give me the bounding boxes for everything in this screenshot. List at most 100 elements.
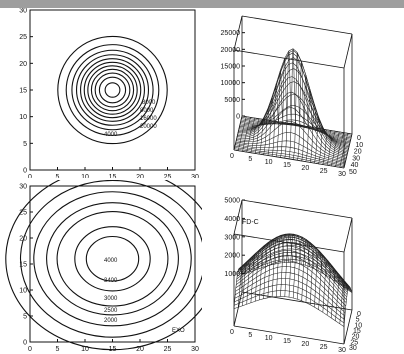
box-edge xyxy=(241,15,353,35)
mesh-line xyxy=(305,242,315,303)
z-tick-labels: 0 5000 10000 15000 20000 25000 xyxy=(221,30,245,121)
mesh-line xyxy=(237,264,247,308)
mesh-line xyxy=(314,250,323,308)
x-tick-label: 20 xyxy=(301,165,309,172)
contour-line xyxy=(46,202,179,316)
contour-line xyxy=(5,180,202,351)
z-tick-label: 25000 xyxy=(221,30,241,37)
mesh-line xyxy=(242,260,251,306)
x-tick-label: 5 xyxy=(56,174,60,178)
mesh-line xyxy=(318,255,327,310)
y-tick-label: 0 xyxy=(357,135,361,142)
mesh-line xyxy=(292,234,302,299)
x-tick-label: 20 xyxy=(301,341,309,348)
mesh-line xyxy=(335,132,344,167)
box-edge xyxy=(233,325,345,345)
mesh-line xyxy=(339,281,349,324)
y-tick-label: 25 xyxy=(19,210,27,217)
x-tick-label: 0 xyxy=(28,174,32,178)
x-tick-label: 15 xyxy=(283,162,291,169)
box-edge xyxy=(241,199,353,219)
x-tick-label: 25 xyxy=(320,168,328,175)
surface-mesh xyxy=(233,48,353,169)
y-tick-label: 25 xyxy=(19,34,27,41)
contour-lines xyxy=(5,180,202,351)
y-tick-label: 10 xyxy=(19,114,27,121)
mesh-line xyxy=(237,116,247,151)
x-tick-label: 10 xyxy=(81,174,89,178)
y-tick-label: 0 xyxy=(23,168,27,175)
z-tick-label: 4000 xyxy=(224,216,240,223)
contour-plot-bottom: 0 5 10 15 20 25 30 0 5 10 15 20 25 30 4000 3400 3000… xyxy=(5,180,202,353)
z-tick-label: 15000 xyxy=(221,64,241,71)
mesh-line xyxy=(343,286,353,327)
contour-label: 3400 xyxy=(104,278,118,284)
mesh-line xyxy=(284,233,294,297)
y-tick-label: 15 xyxy=(19,262,27,269)
contour-plot-top: 0 5 10 15 20 25 30 0 5 10 15 20 25 30 8000 8000 1600… xyxy=(19,8,199,178)
y-tick-label: 20 xyxy=(352,334,360,341)
x-tick-labels: 0 5 10 15 20 25 30 xyxy=(230,329,346,354)
mesh-line xyxy=(331,270,340,319)
contour-line xyxy=(90,68,135,112)
x-tick-label: 30 xyxy=(338,171,346,178)
z-tick-label: 1000 xyxy=(224,271,240,278)
mesh-line xyxy=(331,131,340,166)
x-tick-label: 5 xyxy=(248,156,252,163)
contour-label: 2000 xyxy=(104,318,118,324)
contour-labels: 4000 3400 3000 2500 2000 EXO xyxy=(104,258,185,334)
y-tick-label: 25 xyxy=(350,339,358,346)
y-tick-label: 10 xyxy=(354,322,362,329)
contour-line xyxy=(75,54,150,126)
mesh-line xyxy=(280,58,289,158)
surface-mesh xyxy=(233,233,353,327)
x-tick-label: 15 xyxy=(109,174,117,178)
mesh-line xyxy=(288,48,298,159)
mesh-line xyxy=(335,275,344,321)
mesh-line xyxy=(343,133,353,169)
contour-line xyxy=(19,180,202,338)
x-tick-label: 0 xyxy=(230,329,234,336)
y-tick-label: 10 xyxy=(19,288,27,295)
y-tick-label: 15 xyxy=(353,328,361,335)
contour-labels: 8000 8000 16000 20000 4000 xyxy=(104,100,157,138)
mesh-line xyxy=(309,245,319,305)
mesh-line xyxy=(322,130,332,165)
mesh-line xyxy=(318,126,327,164)
x-tick-labels: 0 5 10 15 20 25 30 xyxy=(230,153,346,178)
y-tick-label: 5 xyxy=(356,317,360,324)
mesh-line xyxy=(250,118,260,153)
box-edge xyxy=(233,199,243,235)
x-tick-label: 30 xyxy=(338,347,346,354)
contour-label: 2500 xyxy=(104,308,118,314)
mesh-line xyxy=(309,104,319,163)
mesh-line xyxy=(297,236,306,300)
box-edge xyxy=(233,233,345,253)
contour-label: 16000 xyxy=(140,116,157,122)
surface-plot-top: 0 5000 10000 15000 20000 25000 0 5 10 15 20 25 30 0… xyxy=(221,15,363,178)
contour-line xyxy=(57,35,168,145)
mesh-line xyxy=(314,116,323,164)
contour-line xyxy=(98,76,127,104)
contour-line xyxy=(65,44,160,136)
contour-line xyxy=(85,235,140,282)
x-tick-label: 0 xyxy=(28,346,32,353)
y-tick-label: 15 xyxy=(19,88,27,95)
mesh-line xyxy=(250,252,260,303)
box-edge xyxy=(343,217,353,253)
mesh-line xyxy=(254,119,264,154)
z-tick-label: 10000 xyxy=(221,80,241,87)
z-tick-label: 5000 xyxy=(224,97,240,104)
y-tick-label: 30 xyxy=(19,184,27,191)
y-tick-label: 10 xyxy=(355,142,363,149)
z-tick-label: 2000 xyxy=(224,253,240,260)
x-tick-label: 25 xyxy=(164,174,172,178)
y-tick-label: 0 xyxy=(23,340,27,347)
contour-line xyxy=(104,82,121,98)
mesh-line xyxy=(242,117,251,152)
contour-lines xyxy=(57,35,168,145)
mesh-line xyxy=(267,239,277,298)
